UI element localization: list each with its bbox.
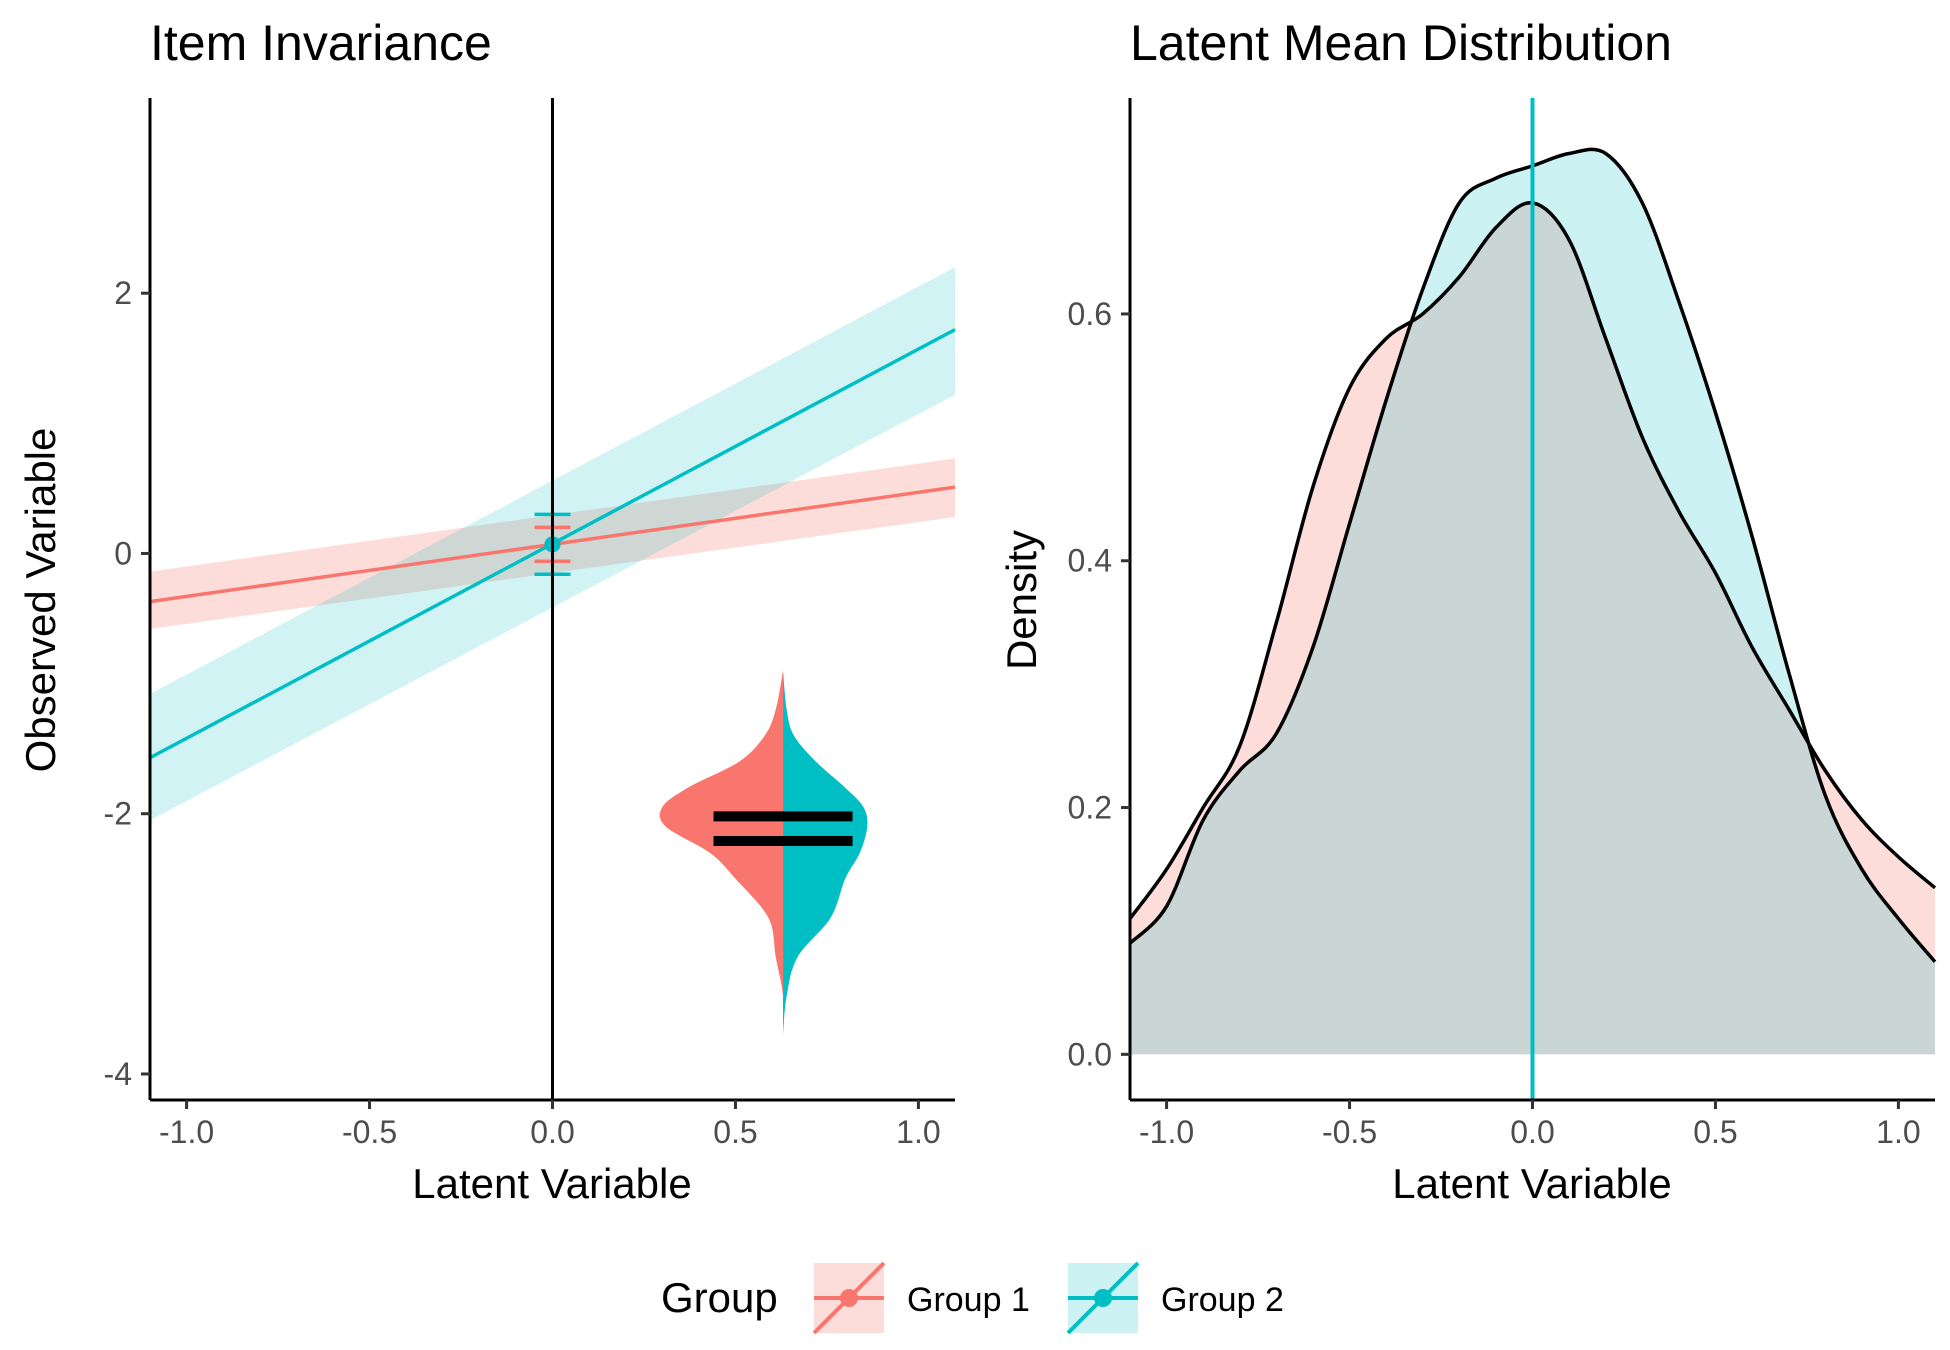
right-y-tick-label: 0.2: [1068, 790, 1112, 826]
left-y-tick-label: -2: [104, 796, 132, 832]
left-y-tick-label: 2: [114, 275, 132, 311]
legend-key-group-2: [1066, 1261, 1140, 1335]
legend: Group Group 1 Group 2: [661, 1261, 1284, 1335]
right-y-axis-title: Density: [998, 530, 1045, 670]
left-y-axis-title: Observed Variable: [17, 428, 64, 773]
legend-key-group-2-point: [1094, 1289, 1112, 1307]
right-y-tick-label: 0.4: [1068, 543, 1112, 579]
legend-label-group-1: Group 1: [907, 1281, 1030, 1319]
legend-key-group-1: [812, 1261, 886, 1335]
left-x-tick-label: 0.5: [713, 1114, 757, 1150]
right-x-tick-label: 0.5: [1693, 1114, 1737, 1150]
left-x-axis-title: Latent Variable: [412, 1160, 691, 1207]
left-x-tick-label: -1.0: [159, 1114, 214, 1150]
left-y-tick-label: -4: [104, 1056, 132, 1092]
right-x-tick-label: -1.0: [1139, 1114, 1194, 1150]
left-x-tick-label: 0.0: [530, 1114, 574, 1150]
left-y-tick-label: 0: [114, 535, 132, 571]
right-x-tick-label: -0.5: [1322, 1114, 1377, 1150]
right-x-tick-label: 1.0: [1876, 1114, 1920, 1150]
left-panel: -1.0 -0.5 0.0 0.5 1.0 2 0 -2 -4: [104, 98, 956, 1150]
right-panel: -1.0 -0.5 0.0 0.5 1.0 0.0 0.2 0.4 0.6: [1068, 98, 1937, 1150]
left-panel-title: Item Invariance: [150, 15, 492, 71]
legend-title: Group: [661, 1274, 778, 1321]
violin-half-group-2: [783, 670, 868, 1035]
right-panel-title: Latent Mean Distribution: [1130, 15, 1672, 71]
left-x-tick-label: -0.5: [342, 1114, 397, 1150]
right-y-tick-label: 0.6: [1068, 296, 1112, 332]
right-y-tick-label: 0.0: [1068, 1036, 1112, 1072]
right-x-axis-title: Latent Variable: [1392, 1160, 1671, 1207]
violin-half-group-1: [659, 670, 784, 1035]
legend-label-group-2: Group 2: [1161, 1281, 1284, 1319]
legend-key-group-1-point: [840, 1289, 858, 1307]
density-curve-group-2: [1128, 147, 1937, 963]
left-x-tick-label: 1.0: [896, 1114, 940, 1150]
right-x-tick-label: 0.0: [1510, 1114, 1554, 1150]
